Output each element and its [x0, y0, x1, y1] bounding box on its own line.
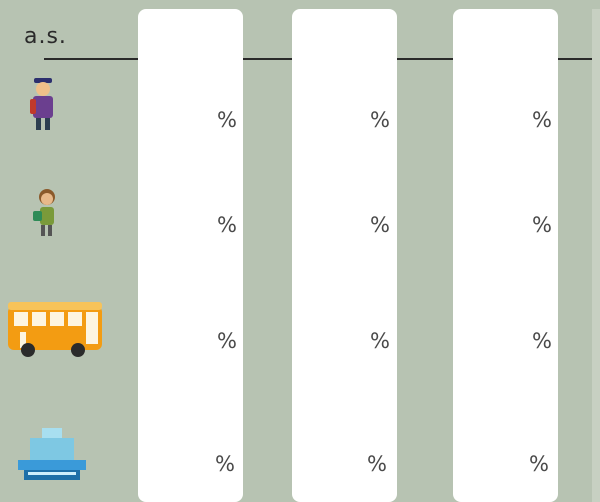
right-edge-column [592, 9, 600, 502]
row-3-value-2: % [370, 329, 390, 353]
row-2-value-1: % [217, 213, 237, 237]
row-3-value-1: % [217, 329, 237, 353]
answer-column-1 [138, 9, 243, 502]
row-3-value-3: % [532, 329, 552, 353]
row-1-value-2: % [370, 108, 390, 132]
student-girl-icon [30, 187, 60, 243]
student-boy-icon [28, 72, 60, 140]
row-4-value-2: % [367, 452, 387, 476]
row-2-value-2: % [370, 213, 390, 237]
answer-column-2 [292, 9, 397, 502]
answer-column-3 [453, 9, 558, 502]
row-4-value-1: % [215, 452, 235, 476]
row-1-value-3: % [532, 108, 552, 132]
row-2-value-3: % [532, 213, 552, 237]
bus-icon [6, 298, 104, 364]
row-4-value-3: % [529, 452, 549, 476]
school-building-icon [14, 426, 90, 490]
row-1-value-1: % [217, 108, 237, 132]
header-label: a.s. [24, 24, 67, 49]
